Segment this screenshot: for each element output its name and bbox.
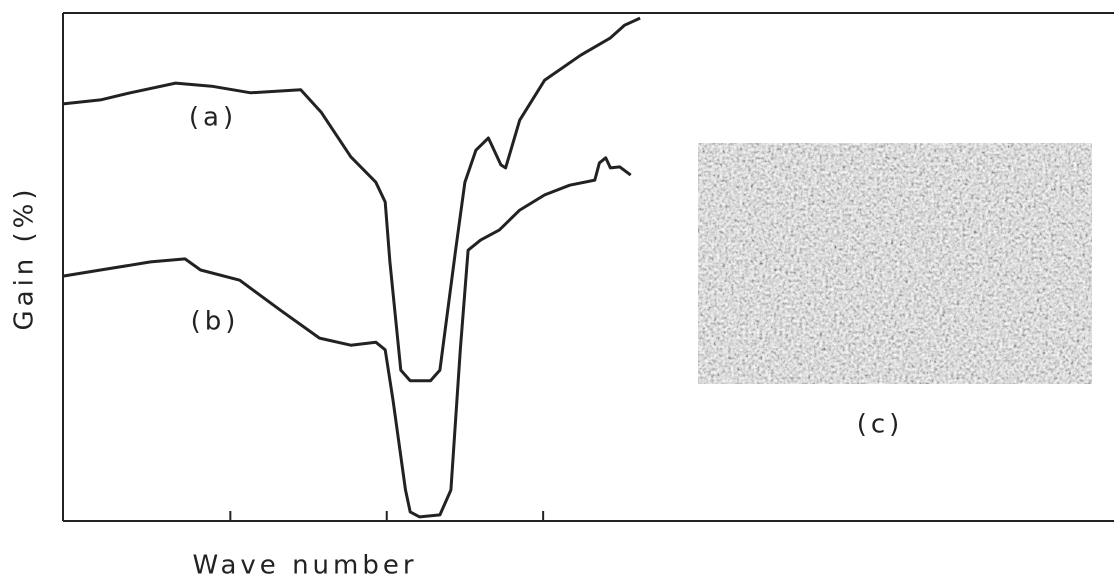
data-line [63, 158, 631, 517]
series-label: (a) [189, 103, 237, 133]
chart: (c) Wave number Gain (%) (a) (b) [0, 0, 1114, 578]
series-label: (b) [191, 307, 240, 337]
y-axis-label: Gain (%) [10, 185, 40, 330]
inset-label: (c) [857, 410, 904, 440]
data-line [63, 18, 640, 381]
inset-image [698, 143, 1092, 384]
x-axis-label: Wave number [192, 551, 417, 578]
